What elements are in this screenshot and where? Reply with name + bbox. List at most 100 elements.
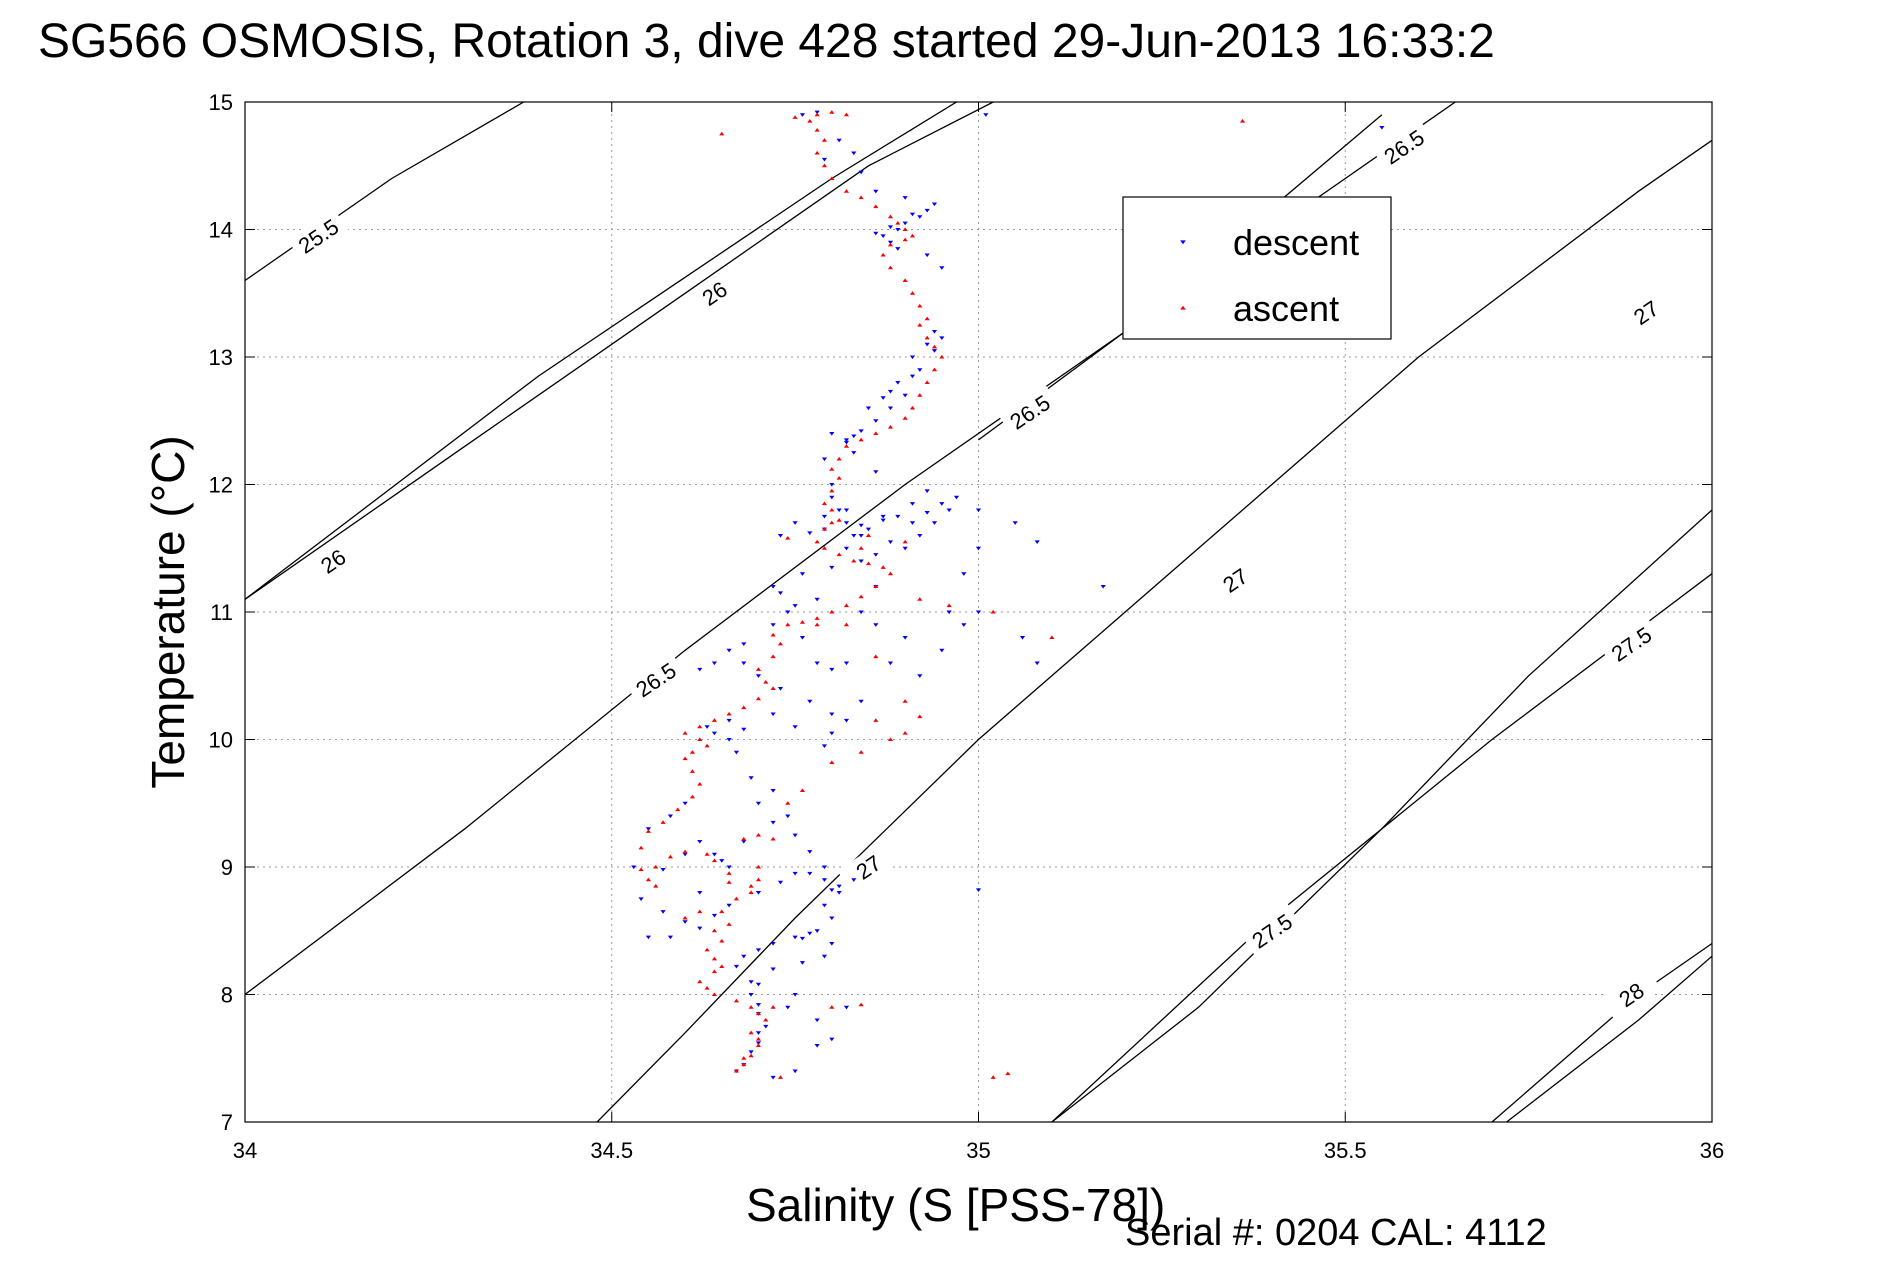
data-point-ascent	[755, 833, 762, 837]
data-point-ascent	[770, 1005, 776, 1009]
data-point-ascent	[909, 291, 916, 295]
data-point-ascent	[902, 699, 908, 703]
data-point-ascent	[858, 195, 864, 200]
contour-label-background	[998, 384, 1060, 438]
data-point-descent	[887, 661, 894, 666]
data-point-ascent	[814, 539, 820, 544]
data-point-ascent	[873, 584, 879, 589]
data-point-descent	[821, 744, 828, 748]
data-point-descent	[887, 240, 894, 245]
data-point-descent	[895, 380, 901, 385]
data-point-descent	[748, 776, 754, 780]
data-point-descent	[770, 941, 776, 946]
data-point-descent	[726, 718, 732, 723]
data-point-descent	[667, 814, 674, 819]
data-point-descent	[931, 202, 938, 207]
data-point-ascent	[829, 1005, 835, 1009]
data-point-ascent	[733, 1068, 740, 1073]
data-point-descent	[865, 406, 872, 411]
data-point-ascent	[821, 546, 828, 550]
data-point-ascent	[895, 221, 901, 225]
contour-label-background	[1600, 616, 1662, 670]
data-point-descent	[902, 221, 908, 226]
x-tick-label: 34	[233, 1138, 257, 1163]
y-tick-label: 9	[221, 855, 233, 880]
data-point-descent	[939, 502, 945, 506]
data-point-descent	[755, 674, 762, 678]
data-point-ascent	[770, 632, 776, 637]
data-point-ascent	[829, 520, 835, 525]
data-point-descent	[887, 389, 894, 394]
data-point-descent	[917, 533, 923, 538]
data-point-descent	[917, 674, 923, 678]
data-point-descent	[799, 936, 806, 941]
data-point-ascent	[887, 571, 894, 576]
data-point-ascent	[689, 794, 696, 799]
data-point-ascent	[902, 237, 908, 242]
data-point-ascent	[660, 820, 666, 824]
data-point-descent	[836, 884, 842, 889]
data-point-descent	[814, 1043, 820, 1048]
data-point-ascent	[755, 667, 762, 671]
data-point-descent	[755, 1041, 762, 1046]
y-tick-label: 7	[221, 1110, 233, 1135]
data-point-ascent	[689, 769, 696, 773]
data-point-descent	[777, 880, 784, 885]
data-point-ascent	[785, 535, 791, 540]
data-point-descent	[792, 833, 798, 838]
data-point-ascent	[858, 750, 864, 754]
data-point-descent	[843, 661, 850, 666]
data-point-ascent	[829, 507, 835, 512]
data-point-ascent	[990, 609, 996, 614]
data-point-descent	[697, 839, 703, 844]
y-tick-label: 15	[209, 90, 233, 115]
data-point-descent	[843, 1005, 850, 1010]
data-point-descent	[814, 661, 820, 666]
data-point-ascent	[858, 594, 864, 599]
data-point-ascent	[645, 877, 652, 882]
data-point-descent	[682, 920, 688, 924]
data-point-descent	[799, 113, 806, 117]
data-point-descent	[895, 227, 901, 232]
data-point-descent	[858, 523, 864, 528]
data-point-descent	[975, 546, 982, 551]
data-point-descent	[777, 533, 784, 538]
y-axis-label: Temperature (°C)	[142, 435, 194, 789]
data-point-descent	[924, 208, 930, 213]
contour-label-background	[1372, 119, 1434, 173]
data-point-descent	[645, 935, 652, 940]
y-tick-label: 14	[209, 218, 233, 243]
data-point-ascent	[829, 609, 835, 614]
data-point-descent	[763, 1024, 769, 1029]
data-point-ascent	[829, 110, 835, 114]
data-point-ascent	[719, 131, 725, 136]
data-point-ascent	[917, 393, 923, 397]
data-point-descent	[1012, 521, 1018, 525]
data-point-descent	[755, 890, 762, 895]
data-point-descent	[843, 508, 850, 513]
contour-label-background	[683, 265, 745, 319]
data-point-ascent	[917, 303, 923, 308]
data-point-ascent	[858, 437, 864, 442]
contour-label-background	[624, 652, 686, 706]
data-point-ascent	[873, 718, 879, 722]
data-point-descent	[719, 859, 725, 863]
data-point-ascent	[821, 138, 828, 142]
data-point-ascent	[667, 854, 674, 859]
data-point-ascent	[858, 546, 864, 550]
contour-label-background	[1614, 285, 1676, 338]
legend-marker-descent	[1180, 240, 1186, 245]
data-point-descent	[1379, 125, 1385, 130]
data-point-descent	[770, 788, 776, 793]
data-point-descent	[1034, 661, 1040, 666]
data-point-ascent	[726, 880, 732, 884]
data-point-descent	[748, 992, 754, 997]
data-point-descent	[961, 623, 967, 627]
data-point-descent	[858, 170, 864, 175]
data-point-descent	[660, 910, 666, 914]
data-point-descent	[814, 597, 820, 602]
data-point-descent	[939, 266, 945, 270]
data-point-ascent	[843, 189, 850, 193]
